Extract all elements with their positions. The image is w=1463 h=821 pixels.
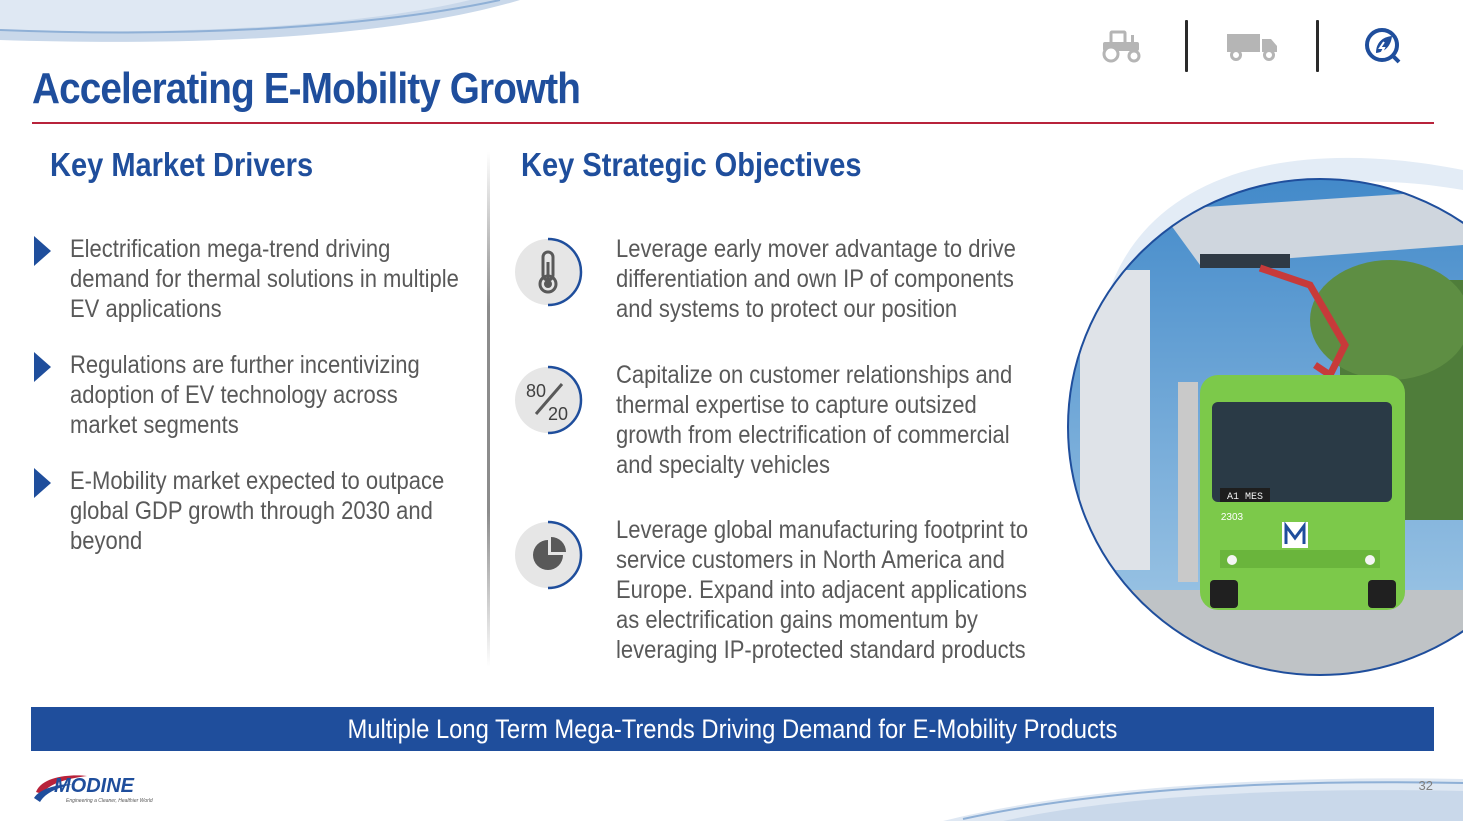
segment-separator (1316, 20, 1319, 72)
objective-text: Capitalize on customer relationships and… (616, 361, 1013, 479)
objective-text: Leverage global manufacturing footprint … (616, 516, 1029, 664)
electric-bus-photo: A1 MES 2303 (1060, 150, 1463, 690)
bullet-arrow-icon (34, 468, 51, 498)
column-divider (487, 152, 490, 667)
eighty-twenty-icon: 80 20 (515, 365, 583, 435)
bus-number: 2303 (1221, 512, 1244, 523)
ev-leaf-icon (1343, 18, 1423, 74)
thermometer-icon (515, 237, 583, 307)
slide-title: Accelerating E-Mobility Growth (32, 64, 581, 113)
summary-banner: Multiple Long Term Mega-Trends Driving D… (31, 707, 1434, 751)
segment-icons (1081, 18, 1423, 74)
bullet-arrow-icon (34, 352, 51, 382)
banner-text: Multiple Long Term Mega-Trends Driving D… (347, 713, 1118, 744)
list-item: Electrification mega-trend driving deman… (32, 234, 472, 324)
truck-icon (1212, 18, 1292, 74)
objective-text: Leverage early mover advantage to drive … (616, 235, 1016, 323)
modine-logo: MODINE Engineering a Cleaner, Healthier … (34, 775, 153, 804)
tractor-icon (1081, 18, 1161, 74)
driver-text: Electrification mega-trend driving deman… (70, 235, 459, 323)
bottom-swoosh-decoration (943, 778, 1463, 821)
list-item: E-Mobility market expected to outpace gl… (32, 466, 472, 556)
pie-chart-icon (515, 520, 583, 590)
segment-separator (1185, 20, 1188, 72)
top-swoosh-decoration (0, 0, 520, 42)
logo-wordmark: MODINE (54, 775, 135, 797)
drivers-list: Electrification mega-trend driving deman… (32, 234, 472, 582)
drivers-heading: Key Market Drivers (50, 146, 314, 183)
driver-text: Regulations are further incentivizing ad… (70, 351, 420, 439)
page-number: 32 (1418, 778, 1433, 793)
logo-tagline: Engineering a Cleaner, Healthier World (66, 798, 153, 804)
bullet-arrow-icon (34, 236, 51, 266)
icon-text-top: 80 (526, 381, 546, 401)
list-item: Regulations are further incentivizing ad… (32, 350, 472, 440)
title-underline (32, 122, 1434, 124)
driver-text: E-Mobility market expected to outpace gl… (70, 467, 445, 555)
icon-text-bottom: 20 (548, 404, 568, 424)
objectives-heading: Key Strategic Objectives (521, 146, 862, 183)
bus-route-sign: A1 MES (1227, 492, 1263, 503)
